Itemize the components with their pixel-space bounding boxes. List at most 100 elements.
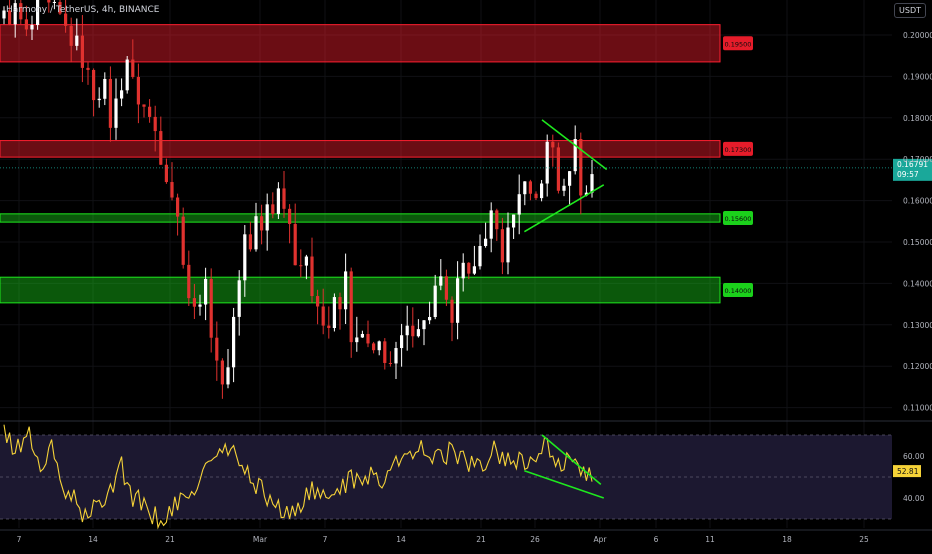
price-tick-label: 0.11000 [903, 404, 932, 413]
candle-down [142, 104, 146, 107]
candle-down [372, 343, 376, 351]
candle-down [220, 360, 224, 385]
candle-up [405, 325, 409, 336]
candle-down [47, 0, 51, 3]
time-tick-label: 14 [88, 535, 98, 544]
price-tick-label: 0.16000 [903, 197, 932, 206]
candle-down [299, 265, 303, 267]
candle-down [170, 182, 174, 198]
candle-up [461, 262, 465, 279]
price-tick-label: 0.12000 [903, 362, 932, 371]
candle-up [562, 185, 566, 191]
candle-up [517, 194, 521, 215]
candle-down [58, 1, 62, 14]
candle-down [8, 10, 12, 25]
candle-up [400, 335, 404, 349]
candle-down [310, 256, 314, 297]
resistance-zone [0, 24, 721, 63]
time-tick-label: 25 [859, 535, 869, 544]
price-tick-label: 0.20000 [903, 31, 932, 40]
trendline [523, 184, 605, 233]
candle-down [338, 297, 342, 310]
candle-down [215, 337, 219, 361]
candle-down [80, 35, 84, 68]
price-tick-label: 0.14000 [903, 279, 932, 288]
candle-up [573, 139, 577, 172]
candle-down [366, 333, 370, 344]
price-tick-label: 0.18000 [903, 114, 932, 123]
time-tick-label: 6 [654, 535, 659, 544]
candle-down [556, 147, 560, 191]
rsi-value: 52.81 [897, 467, 919, 476]
time-tick-label: 11 [705, 535, 715, 544]
candle-down [528, 181, 532, 194]
candle-down [192, 298, 196, 307]
candle-up [198, 304, 202, 307]
time-tick-label: 21 [476, 535, 486, 544]
candles [2, 0, 594, 399]
candle-up [478, 245, 482, 267]
candle-up [125, 59, 129, 91]
rsi-value-tag [893, 465, 921, 478]
price-tick-label: 0.13000 [903, 321, 932, 330]
candle-up [254, 216, 258, 250]
candle-up [276, 188, 280, 215]
candle-down [388, 362, 392, 364]
countdown-value: 09:57 [897, 170, 919, 179]
candle-down [148, 106, 152, 117]
candle-up [484, 238, 488, 246]
candle-up [439, 276, 443, 286]
candle-up [2, 10, 6, 19]
candle-down [467, 262, 471, 274]
candle-down [108, 78, 112, 128]
candle-up [360, 333, 364, 338]
time-tick-label: 18 [782, 535, 792, 544]
candle-up [30, 24, 34, 30]
candle-up [584, 192, 588, 196]
candle-up [120, 90, 124, 99]
rsi-tick-label: 60.00 [903, 452, 925, 461]
candle-down [131, 59, 135, 77]
candle-up [416, 329, 420, 337]
candle-up [377, 341, 381, 351]
candle-up [52, 1, 56, 3]
candle-up [512, 214, 516, 228]
candle-up [355, 337, 359, 343]
price-tick-label: 0.15000 [903, 238, 932, 247]
candle-down [248, 234, 252, 250]
last-price-value: 0.16791 [897, 160, 928, 169]
candle-down [316, 296, 320, 307]
candle-down [551, 141, 555, 148]
candle-down [64, 13, 68, 26]
resistance-zone-label-bg [723, 36, 753, 51]
candle-up [332, 297, 336, 329]
candle-up [237, 280, 241, 317]
candle-down [153, 116, 157, 132]
candle-up [428, 317, 432, 321]
candle-up [75, 35, 79, 46]
candle-up [13, 3, 17, 25]
candle-up [265, 204, 269, 231]
candle-up [243, 234, 247, 281]
candle-up [232, 316, 236, 368]
time-tick-label: 7 [17, 535, 22, 544]
candle-down [579, 139, 583, 196]
candle-up [36, 0, 40, 25]
candle-up [103, 78, 107, 99]
candle-down [159, 131, 163, 165]
candle-up [489, 210, 493, 239]
time-tick-label: 26 [530, 535, 540, 544]
currency-selector[interactable]: USDT [894, 3, 926, 18]
candle-up [456, 278, 460, 323]
candle-down [69, 25, 73, 46]
rsi-line [3, 424, 593, 530]
candle-up [226, 367, 230, 385]
support-zone-label: 0.15600 [725, 215, 752, 223]
candle-up [97, 98, 101, 101]
trendline [541, 119, 608, 171]
candle-up [114, 98, 118, 128]
candle-up [344, 271, 348, 310]
candle-down [321, 306, 325, 326]
